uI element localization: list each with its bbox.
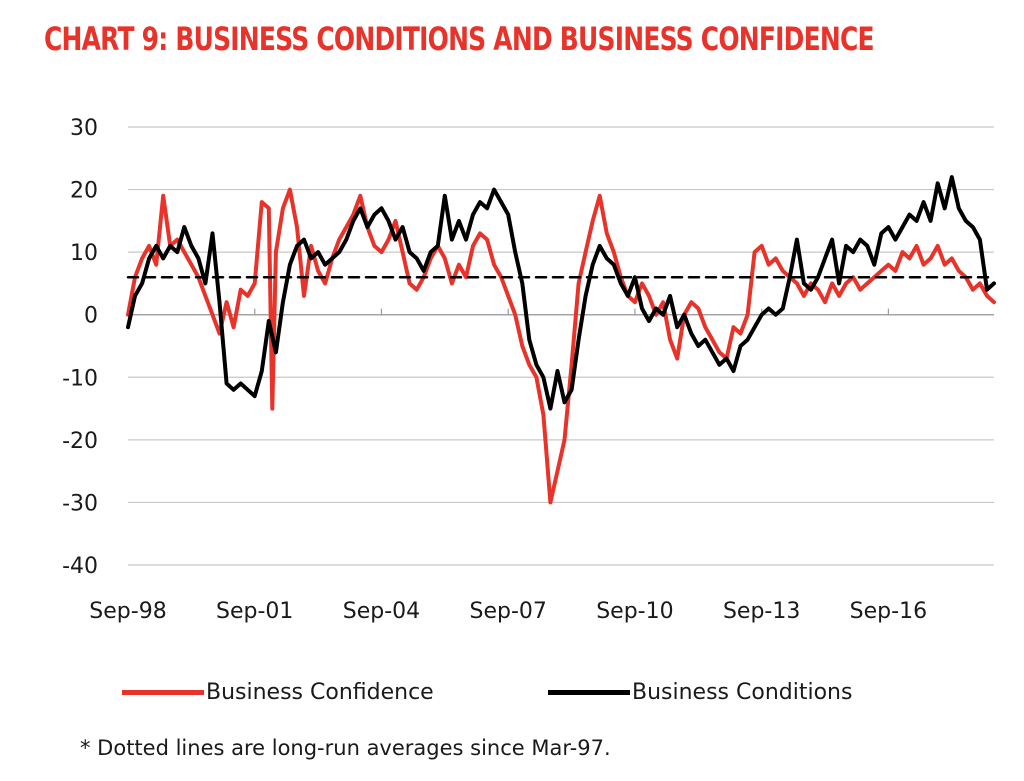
series-line-confidence — [126, 187, 996, 505]
series-line-conditions — [126, 175, 996, 411]
legend-swatch-conditions — [548, 690, 630, 695]
x-tick-label: Sep-07 — [469, 599, 546, 624]
legend-item-confidence: Business Confidence — [122, 680, 434, 705]
legend-swatch-confidence — [122, 690, 204, 695]
y-tick-label: 10 — [70, 241, 98, 266]
x-tick-label: Sep-16 — [850, 599, 927, 624]
x-tick-label: Sep-01 — [216, 599, 293, 624]
legend-label-conditions: Business Conditions — [632, 680, 853, 705]
grid-lines — [128, 126, 994, 566]
x-tick-label: Sep-13 — [723, 599, 800, 624]
y-axis-ticks: 30 20 10 0 -10 -20 -30 -40 — [62, 116, 98, 579]
legend-label-confidence: Business Confidence — [206, 680, 434, 705]
y-tick-label: 30 — [70, 116, 98, 141]
y-tick-label: -40 — [62, 554, 98, 579]
x-tick-label: Sep-04 — [343, 599, 420, 624]
legend-item-conditions: Business Conditions — [548, 680, 852, 705]
x-tick-label: Sep-10 — [596, 599, 673, 624]
series-group — [126, 175, 996, 505]
y-tick-label: 0 — [84, 304, 98, 329]
legend: Business Confidence Business Conditions — [0, 680, 1024, 720]
y-tick-label: -30 — [62, 491, 98, 516]
x-axis-ticks: Sep-98 Sep-01 Sep-04 Sep-07 Sep-10 Sep-13 Sep-… — [89, 308, 927, 624]
y-tick-label: -10 — [62, 366, 98, 391]
x-tick-label: Sep-98 — [89, 599, 166, 624]
y-tick-label: -20 — [62, 429, 98, 454]
chart-title: CHART 9: BUSINESS CONDITIONS AND BUSINES… — [44, 20, 875, 58]
footnote: * Dotted lines are long-run averages sin… — [80, 736, 611, 760]
y-tick-label: 20 — [70, 179, 98, 204]
